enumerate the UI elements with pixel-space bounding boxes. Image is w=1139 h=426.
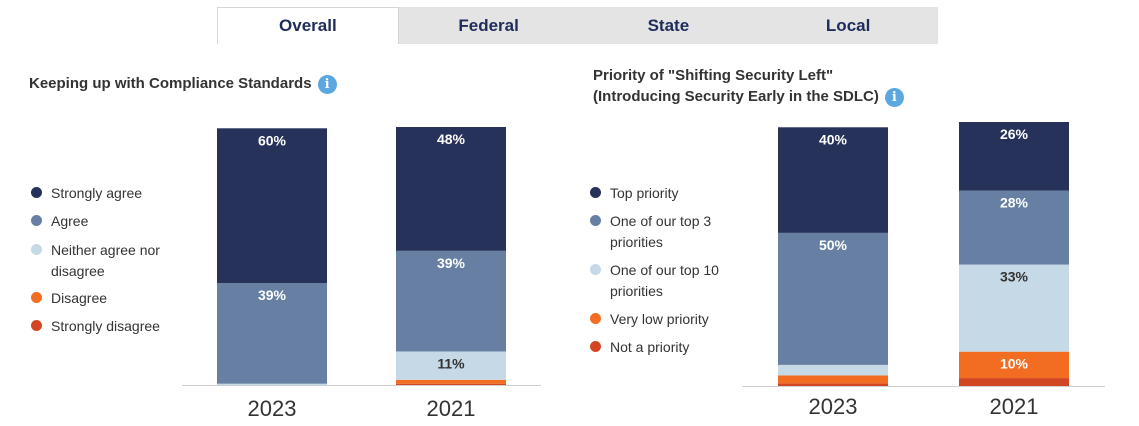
bar-segment-2023-one-of-our-top-3-priorities bbox=[778, 232, 888, 365]
legend-item-top-10: One of our top 10 priorities bbox=[590, 260, 735, 302]
bar-segment-2021-strongly-disagree bbox=[396, 383, 506, 385]
legend-dot bbox=[31, 215, 42, 226]
bar-segment-2021-one-of-our-top-10-priorities bbox=[959, 264, 1069, 352]
bar-segment-2021-neither-agree-nor-disagree bbox=[396, 351, 506, 380]
legend-item-top-3: One of our top 3 priorities bbox=[590, 211, 735, 253]
legend-label: Neither agree nor disagree bbox=[51, 242, 160, 279]
data-label: 11% bbox=[437, 355, 465, 371]
category-label: 2023 bbox=[809, 394, 858, 419]
legend-item-neither: Neither agree nor disagree bbox=[31, 240, 176, 282]
data-label: 40% bbox=[819, 131, 848, 147]
bar-segment-2021-very-low-priority bbox=[959, 351, 1069, 379]
data-label: 33% bbox=[1000, 269, 1029, 285]
legend-dot bbox=[590, 313, 601, 324]
legend-label: Strongly disagree bbox=[51, 318, 160, 334]
legend-item-strongly-disagree: Strongly disagree bbox=[31, 316, 201, 337]
bar-segment-2021-one-of-our-top-3-priorities bbox=[959, 190, 1069, 265]
shift-left-title-line2: (Introducing Security Early in the SDLC) bbox=[593, 88, 879, 105]
legend-label: Agree bbox=[51, 213, 89, 229]
legend-dot bbox=[31, 292, 42, 303]
info-icon[interactable]: i bbox=[317, 74, 337, 94]
legend-label: One of our top 3 priorities bbox=[610, 213, 712, 250]
bar-segment-2021-strongly-agree bbox=[396, 127, 506, 251]
tab-state[interactable]: State bbox=[647, 15, 690, 35]
legend-dot bbox=[31, 187, 42, 198]
legend-dot bbox=[590, 341, 601, 352]
info-icon[interactable]: i bbox=[884, 87, 904, 107]
legend-item-strongly-agree: Strongly agree bbox=[31, 183, 201, 204]
tab-federal[interactable]: Federal bbox=[458, 15, 519, 35]
legend-dot bbox=[31, 244, 42, 255]
legend-dot bbox=[590, 264, 601, 275]
legend-item-disagree: Disagree bbox=[31, 288, 201, 309]
legend-item-agree: Agree bbox=[31, 211, 201, 232]
legend-item-very-low: Very low priority bbox=[590, 309, 760, 330]
data-label: 10% bbox=[1000, 356, 1029, 372]
bar-segment-2021-disagree bbox=[396, 379, 506, 384]
legend-label: Very low priority bbox=[610, 311, 709, 327]
bar-segment-2021-agree bbox=[396, 250, 506, 352]
legend-label: Disagree bbox=[51, 290, 108, 306]
bar-segment-2023-agree bbox=[217, 283, 327, 384]
legend-label: One of our top 10 priorities bbox=[610, 262, 719, 299]
shift-left-title-line1: Priority of "Shifting Security Left" bbox=[593, 67, 834, 84]
bar-segment-2023-very-low-priority bbox=[778, 375, 888, 384]
compliance-chart-title: Keeping up with Compliance Standards i bbox=[29, 73, 337, 94]
data-label: 26% bbox=[1000, 126, 1029, 142]
legend-dot bbox=[590, 187, 601, 198]
legend-dot bbox=[31, 320, 42, 331]
tab-bar: Overall Federal State Local bbox=[217, 7, 938, 44]
tab-local[interactable]: Local bbox=[825, 15, 871, 35]
data-label: 39% bbox=[437, 255, 466, 271]
data-label: 48% bbox=[437, 131, 466, 147]
data-label: 50% bbox=[819, 237, 848, 253]
category-label: 2023 bbox=[248, 396, 297, 421]
tab-overall[interactable]: Overall bbox=[217, 7, 399, 44]
legend-item-top-priority: Top priority bbox=[590, 183, 760, 204]
bar-segment-2023-not-a-priority bbox=[778, 383, 888, 386]
legend-label: Top priority bbox=[610, 185, 679, 201]
legend-item-not-priority: Not a priority bbox=[590, 337, 760, 358]
category-label: 2021 bbox=[990, 394, 1039, 419]
category-label: 2021 bbox=[427, 396, 476, 421]
bar-segment-2023-one-of-our-top-10-priorities bbox=[778, 364, 888, 376]
legend-label: Not a priority bbox=[610, 339, 690, 355]
legend-label: Strongly agree bbox=[51, 185, 143, 201]
bar-segment-2023-strongly-agree bbox=[217, 128, 327, 284]
shift-left-chart-title: Priority of "Shifting Security Left" (In… bbox=[593, 65, 904, 107]
data-label: 60% bbox=[258, 132, 287, 148]
data-label: 28% bbox=[1000, 195, 1029, 211]
bar-segment-2023-neither-agree-nor-disagree bbox=[217, 383, 327, 385]
data-label: 39% bbox=[258, 287, 287, 303]
bar-segment-2021-top-priority bbox=[959, 122, 1069, 191]
bar-segment-2021-not-a-priority bbox=[959, 378, 1069, 386]
compliance-title-text: Keeping up with Compliance Standards bbox=[29, 75, 312, 92]
bar-segment-2023-top-priority bbox=[778, 127, 888, 233]
legend-dot bbox=[590, 215, 601, 226]
